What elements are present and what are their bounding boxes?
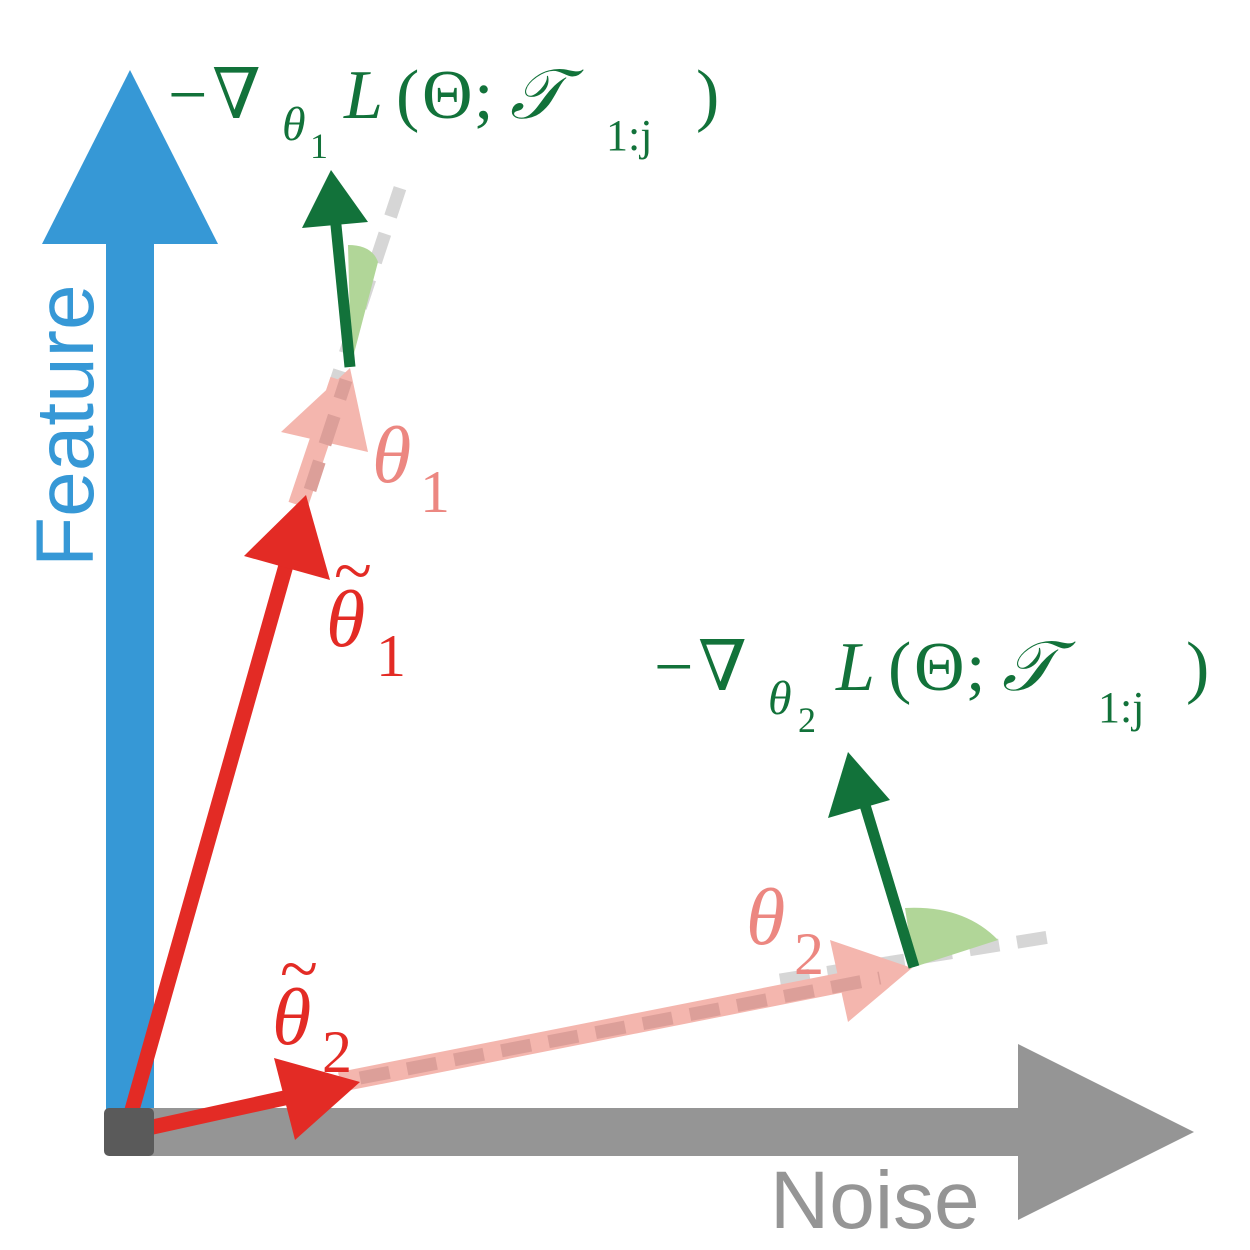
grad1-arrow [302,170,368,368]
grad2-arrow [828,752,920,969]
angle-wedge-theta2 [905,907,998,967]
feature-axis-arrowhead [42,70,218,244]
feature-axis-label: Feature [20,284,111,567]
angle-wedge-theta1 [348,245,378,365]
noise-axis [128,1044,1194,1220]
grad1-label: − ∇ θ 1 L ( Θ ; 𝒯 1:j ) [168,57,719,174]
feature-axis-shaft [106,240,154,1120]
theta2-tilde-arrow [128,1058,360,1140]
theta1-tilde-arrow [120,495,330,1127]
theta2-overlay-dashed-line [358,971,882,1085]
feature-axis [42,70,218,1120]
origin-marker [104,1108,154,1156]
theta2-tilde-label: ~ θ 2 [272,931,352,1085]
noise-axis-label: Noise [770,1155,980,1246]
noise-axis-arrowhead [1018,1044,1194,1220]
noise-axis-shaft [128,1108,1028,1156]
theta2-label: θ 2 [746,874,824,987]
grad2-label: − ∇ θ 2 L ( Θ ; 𝒯 1:j ) [654,629,1209,748]
theta1-overlay-dashed-line [303,377,353,493]
theta1-label: θ 1 [372,412,450,525]
theta1-tilde-label: ~ θ 1 [326,533,406,689]
